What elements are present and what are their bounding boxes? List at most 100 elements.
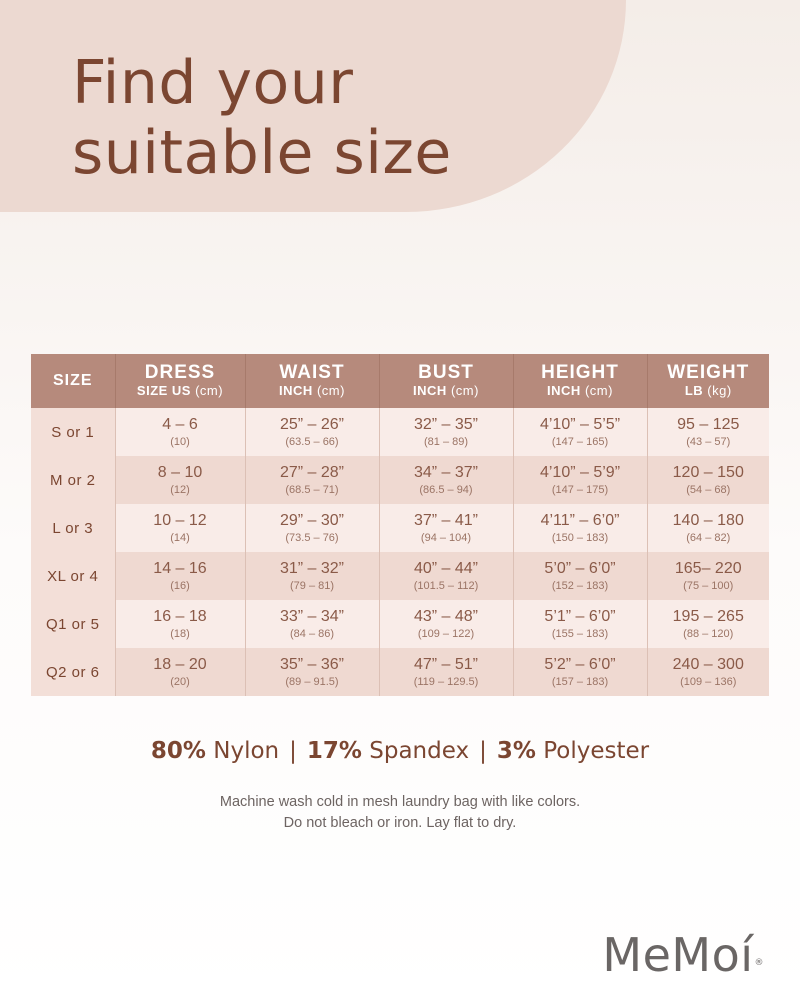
measurement-cell: 47” – 51” (119 – 129.5) <box>379 648 514 696</box>
header-height: HEIGHT INCH (cm) <box>513 354 648 408</box>
measurement-value: 29” – 30” <box>279 512 345 529</box>
measurement-cell: 43” – 48” (109 – 122) <box>379 600 514 648</box>
measurement-cell: 25” – 26” (63.5 – 66) <box>245 408 380 456</box>
measurement-metric: (81 – 89) <box>423 436 469 448</box>
measurement-metric: (155 – 183) <box>551 628 609 640</box>
measurement-value: 95 – 125 <box>677 416 740 433</box>
measurement-metric: (150 – 183) <box>551 532 609 544</box>
size-label: L or 3 <box>31 504 116 552</box>
measurement-metric: (79 – 81) <box>289 580 335 592</box>
measurement-metric: (18) <box>170 628 190 640</box>
measurement-value: 32” – 35” <box>413 416 479 433</box>
header-background-shape <box>0 0 626 212</box>
table-row: Q2 or 6 18 – 20 (20) 35” – 36” (89 – 91.5) 47… <box>31 648 769 696</box>
measurement-value: 14 – 16 <box>153 560 207 577</box>
header-sublabel: LB (kg) <box>684 383 732 398</box>
measurement-value: 8 – 10 <box>157 464 203 481</box>
header-label: BUST <box>418 362 474 383</box>
measurement-metric: (101.5 – 112) <box>413 580 479 592</box>
measurement-cell: 33” – 34” (84 – 86) <box>245 600 380 648</box>
measurement-metric: (119 – 129.5) <box>413 676 479 688</box>
measurement-metric: (54 – 68) <box>686 484 731 496</box>
size-label: S or 1 <box>31 408 116 456</box>
measurement-metric: (20) <box>170 676 190 688</box>
measurement-value: 31” – 32” <box>279 560 345 577</box>
header-label: WEIGHT <box>667 362 750 383</box>
measurement-metric: (94 – 104) <box>420 532 472 544</box>
measurement-value: 5’1” – 6’0” <box>544 608 616 625</box>
measurement-metric: (64 – 82) <box>686 532 731 544</box>
brand-logo: MeMoí® <box>602 928 764 982</box>
measurement-cell: 140 – 180 (64 – 82) <box>647 504 769 552</box>
header-dress: DRESS SIZE US (cm) <box>115 354 246 408</box>
measurement-cell: 5’0” – 6’0” (152 – 183) <box>513 552 648 600</box>
measurement-value: 18 – 20 <box>153 656 207 673</box>
measurement-cell: 4’11” – 6’0” (150 – 183) <box>513 504 648 552</box>
measurement-value: 5’0” – 6’0” <box>544 560 616 577</box>
measurement-cell: 10 – 12 (14) <box>115 504 246 552</box>
header-weight: WEIGHT LB (kg) <box>647 354 769 408</box>
measurement-metric: (88 – 120) <box>683 628 734 640</box>
measurement-value: 34” – 37” <box>413 464 479 481</box>
measurement-cell: 95 – 125 (43 – 57) <box>647 408 769 456</box>
measurement-cell: 8 – 10 (12) <box>115 456 246 504</box>
size-label: M or 2 <box>31 456 116 504</box>
measurement-cell: 18 – 20 (20) <box>115 648 246 696</box>
measurement-cell: 29” – 30” (73.5 – 76) <box>245 504 380 552</box>
measurement-cell: 4’10” – 5’9” (147 – 175) <box>513 456 648 504</box>
size-chart-table: SIZE DRESS SIZE US (cm) WAIST INCH (cm) … <box>31 354 769 696</box>
measurement-metric: (43 – 57) <box>686 436 731 448</box>
table-row: L or 3 10 – 12 (14) 29” – 30” (73.5 – 76) 37”… <box>31 504 769 552</box>
measurement-value: 4’10” – 5’9” <box>539 464 621 481</box>
measurement-cell: 4 – 6 (10) <box>115 408 246 456</box>
measurement-cell: 5’2” – 6’0” (157 – 183) <box>513 648 648 696</box>
registered-mark: ® <box>754 958 764 968</box>
header-label: SIZE <box>52 372 93 389</box>
logo-text: MeMoí <box>602 928 754 982</box>
measurement-metric: (147 – 165) <box>551 436 609 448</box>
measurement-value: 5’2” – 6’0” <box>544 656 616 673</box>
measurement-cell: 120 – 150 (54 – 68) <box>647 456 769 504</box>
measurement-value: 35” – 36” <box>279 656 345 673</box>
measurement-cell: 240 – 300 (109 – 136) <box>647 648 769 696</box>
measurement-cell: 37” – 41” (94 – 104) <box>379 504 514 552</box>
measurement-value: 47” – 51” <box>413 656 479 673</box>
table-row: Q1 or 5 16 – 18 (18) 33” – 34” (84 – 86) 43” … <box>31 600 769 648</box>
measurement-metric: (12) <box>170 484 190 496</box>
fabric-item: 3% Polyester <box>496 738 650 764</box>
measurement-metric: (75 – 100) <box>683 580 734 592</box>
measurement-value: 4’11” – 6’0” <box>540 512 620 529</box>
measurement-value: 165– 220 <box>674 560 742 577</box>
table-row: XL or 4 14 – 16 (16) 31” – 32” (79 – 81) 40” … <box>31 552 769 600</box>
measurement-metric: (10) <box>170 436 190 448</box>
size-label: XL or 4 <box>31 552 116 600</box>
fabric-item: 80% Nylon <box>150 738 280 764</box>
measurement-metric: (68.5 – 71) <box>285 484 339 496</box>
measurement-cell: 34” – 37” (86.5 – 94) <box>379 456 514 504</box>
fabric-item: 17% Spandex <box>306 738 470 764</box>
header-bust: BUST INCH (cm) <box>379 354 514 408</box>
measurement-cell: 165– 220 (75 – 100) <box>647 552 769 600</box>
measurement-value: 16 – 18 <box>153 608 207 625</box>
table-row: S or 1 4 – 6 (10) 25” – 26” (63.5 – 66) 32” –… <box>31 408 769 456</box>
header-label: WAIST <box>279 362 345 383</box>
measurement-metric: (109 – 136) <box>680 676 737 688</box>
measurement-cell: 32” – 35” (81 – 89) <box>379 408 514 456</box>
title-line-2: suitable size <box>72 118 452 188</box>
header-sublabel: SIZE US (cm) <box>136 383 224 398</box>
measurement-cell: 195 – 265 (88 – 120) <box>647 600 769 648</box>
measurement-value: 27” – 28” <box>279 464 345 481</box>
fabric-composition: 80% Nylon | 17% Spandex | 3% Polyester <box>0 738 800 764</box>
page-title: Find your suitable size <box>72 48 452 188</box>
measurement-value: 120 – 150 <box>672 464 744 481</box>
care-line-1: Machine wash cold in mesh laundry bag wi… <box>219 794 581 810</box>
care-instructions: Machine wash cold in mesh laundry bag wi… <box>0 792 800 834</box>
measurement-cell: 14 – 16 (16) <box>115 552 246 600</box>
header-sublabel: INCH (cm) <box>547 383 613 398</box>
measurement-value: 4 – 6 <box>162 416 198 433</box>
size-label: Q2 or 6 <box>31 648 116 696</box>
fabric-separator: | <box>289 738 297 764</box>
measurement-metric: (89 – 91.5) <box>285 676 339 688</box>
fabric-separator: | <box>479 738 487 764</box>
measurement-metric: (86.5 – 94) <box>419 484 473 496</box>
